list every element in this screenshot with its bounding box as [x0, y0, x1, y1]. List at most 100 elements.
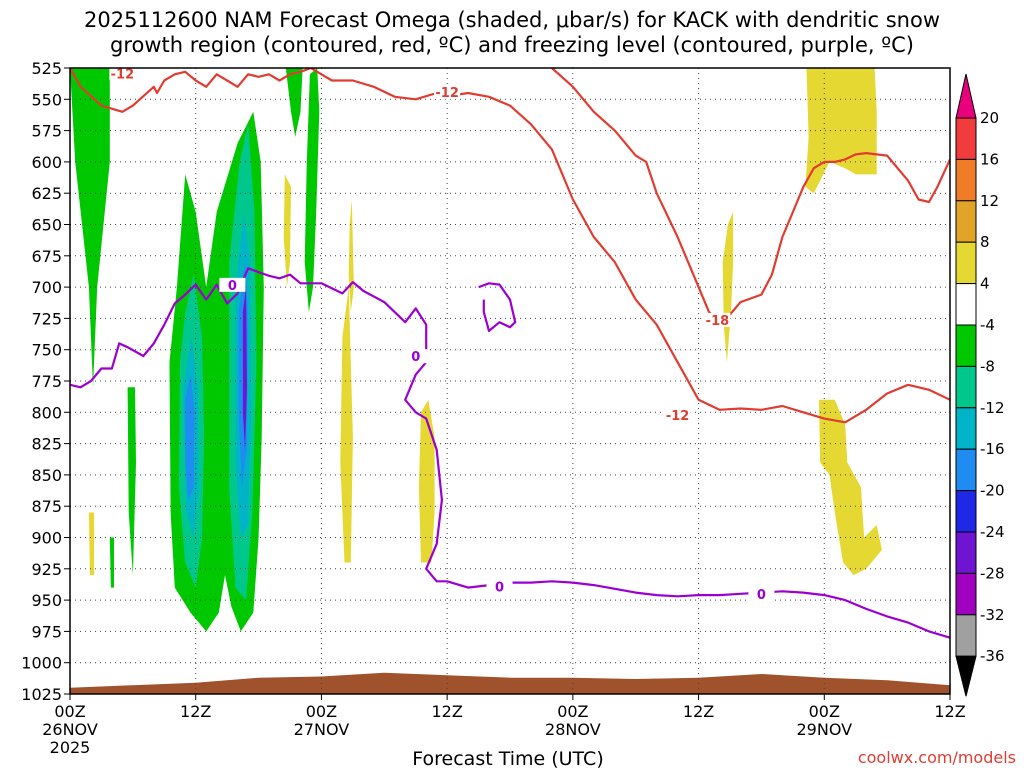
credit-text: coolwx.com/models: [858, 748, 1016, 767]
x-tick-label-0-1: 26NOV: [42, 720, 98, 739]
omega-shade-region-5: [109, 537, 114, 588]
y-tick-label-600: 600: [31, 153, 62, 172]
contour-label-1-0: -18: [706, 314, 730, 329]
x-tick-label-48-0: 00Z: [557, 702, 588, 721]
contour-label-2-0: 0: [228, 279, 237, 294]
contour-label-bg-0-0: [109, 66, 136, 81]
y-tick-label-575: 575: [31, 122, 62, 141]
colorbar-seg-9: [955, 448, 977, 492]
colorbar-seg-5: [955, 283, 977, 326]
omega-shade-region-18: [805, 68, 877, 194]
colorbar-seg-10: [955, 490, 977, 533]
contour-0: [70, 68, 950, 424]
colorbar-label-1: 16: [980, 150, 999, 168]
x-axis-label: Forecast Time (UTC): [412, 748, 603, 768]
y-tick-label-850: 850: [31, 466, 62, 485]
y-tick-label-950: 950: [31, 591, 62, 610]
colorbar-seg-4: [955, 241, 977, 285]
colorbar-label-9: -20: [980, 482, 1005, 500]
colorbar-seg-1: [955, 117, 977, 160]
y-tick-label-1025: 1025: [21, 685, 62, 704]
omega-shade-region-10: [185, 374, 195, 500]
contour-label-bg-2-2: [486, 579, 513, 594]
y-tick-label-675: 675: [31, 247, 62, 266]
x-tick-label-0-0: 00Z: [54, 702, 85, 721]
colorbar-seg-13: [955, 614, 977, 657]
colorbar-seg-8: [955, 407, 977, 450]
omega-shade-region-3: [304, 68, 320, 313]
colorbar-label-12: -32: [980, 606, 1005, 624]
omega-shade-region-16: [418, 399, 435, 563]
colorbar-label-7: -12: [980, 399, 1005, 417]
colorbar-label-13: -36: [980, 647, 1005, 665]
contour-label-bg-0-1: [434, 85, 461, 100]
omega-shade-region-19: [819, 399, 882, 576]
colorbar-seg-11: [955, 531, 977, 574]
colorbar-seg-2: [955, 158, 977, 202]
omega-shade-region-14: [340, 287, 353, 563]
colorbar-label-3: 8: [980, 233, 990, 251]
contour-label-0-1: -12: [435, 86, 459, 101]
colorbar-label-8: -16: [980, 440, 1005, 458]
colorbar-label-4: 4: [980, 275, 990, 293]
x-tick-label-36-0: 12Z: [431, 702, 462, 721]
y-tick-label-825: 825: [31, 435, 62, 454]
colorbar-seg-7: [955, 365, 977, 409]
contour-label-2-2: 0: [495, 581, 504, 596]
omega-shade-region-17: [722, 212, 734, 363]
omega-shade-region-2: [285, 68, 303, 137]
colorbar-cap-bottom: [955, 655, 977, 697]
contour-label-bg-1-0: [704, 312, 731, 327]
contour-label-bg-2-1: [402, 349, 429, 364]
omega-shade-region-15: [348, 199, 354, 313]
colorbar-label-2: 12: [980, 192, 999, 210]
y-tick-label-800: 800: [31, 403, 62, 422]
x-tick-label-24-0: 00Z: [306, 702, 337, 721]
contour-1: [551, 68, 950, 324]
y-tick-label-750: 750: [31, 341, 62, 360]
omega-shade-region-13: [283, 174, 291, 288]
contour-3: [478, 282, 517, 332]
x-tick-label-60-0: 12Z: [683, 702, 714, 721]
omega-shade-region-4: [127, 387, 136, 576]
x-tick-label-12-0: 12Z: [180, 702, 211, 721]
grid-layer: [70, 68, 950, 694]
colorbar-label-10: -24: [980, 523, 1005, 541]
x-tick-label-24-1: 27NOV: [294, 720, 350, 739]
x-tick-label-72-0: 00Z: [809, 702, 840, 721]
y-tick-label-1000: 1000: [21, 654, 62, 673]
terrain-fill: [70, 672, 950, 694]
contour-2: [70, 267, 950, 639]
colorbar-cap-top: [955, 73, 977, 119]
colorbar-seg-3: [955, 200, 977, 243]
y-tick-label-925: 925: [31, 560, 62, 579]
contour-label-0-0: -12: [111, 67, 135, 82]
contour-label-0-2: -12: [666, 409, 690, 424]
contour-label-2-3: 0: [757, 588, 766, 603]
y-axis-ticks: 525 550 575 600 625 650 675 700 725 750 775 800 825 8…: [21, 59, 70, 704]
x-tick-label-84-0: 12Z: [934, 702, 965, 721]
x-tick-label-72-1: 29NOV: [796, 720, 852, 739]
colorbar-seg-12: [955, 572, 977, 616]
chart-title-line2: growth region (contoured, red, ºC) and f…: [110, 33, 914, 57]
contour-label-bg-2-3: [748, 587, 775, 602]
colorbar-seg-6: [955, 324, 977, 367]
x-tick-label-0-2: 2025: [50, 738, 91, 757]
y-tick-label-975: 975: [31, 622, 62, 641]
y-tick-label-725: 725: [31, 309, 62, 328]
y-tick-label-900: 900: [31, 529, 62, 548]
y-tick-label-875: 875: [31, 497, 62, 516]
chart-title-line1: 2025112600 NAM Forecast Omega (shaded, μ…: [84, 8, 940, 32]
y-tick-label-775: 775: [31, 372, 62, 391]
contour-label-layer: -12 -12 -12 -18 0 0 0 0: [109, 66, 775, 603]
colorbar: 20 16 12 8 4 -4 -8 -12 -16 -20 -24 -28 -32 -36: [955, 73, 1005, 697]
y-tick-label-625: 625: [31, 184, 62, 203]
contour-label-2-1: 0: [411, 350, 420, 365]
colorbar-label-11: -28: [980, 564, 1005, 582]
y-tick-label-650: 650: [31, 216, 62, 235]
omega-shade-region-12: [242, 287, 247, 450]
omega-shade-region-0: [70, 68, 110, 388]
omega-shade-region-20: [88, 512, 95, 576]
contour-label-bg-2-0: [219, 277, 246, 292]
